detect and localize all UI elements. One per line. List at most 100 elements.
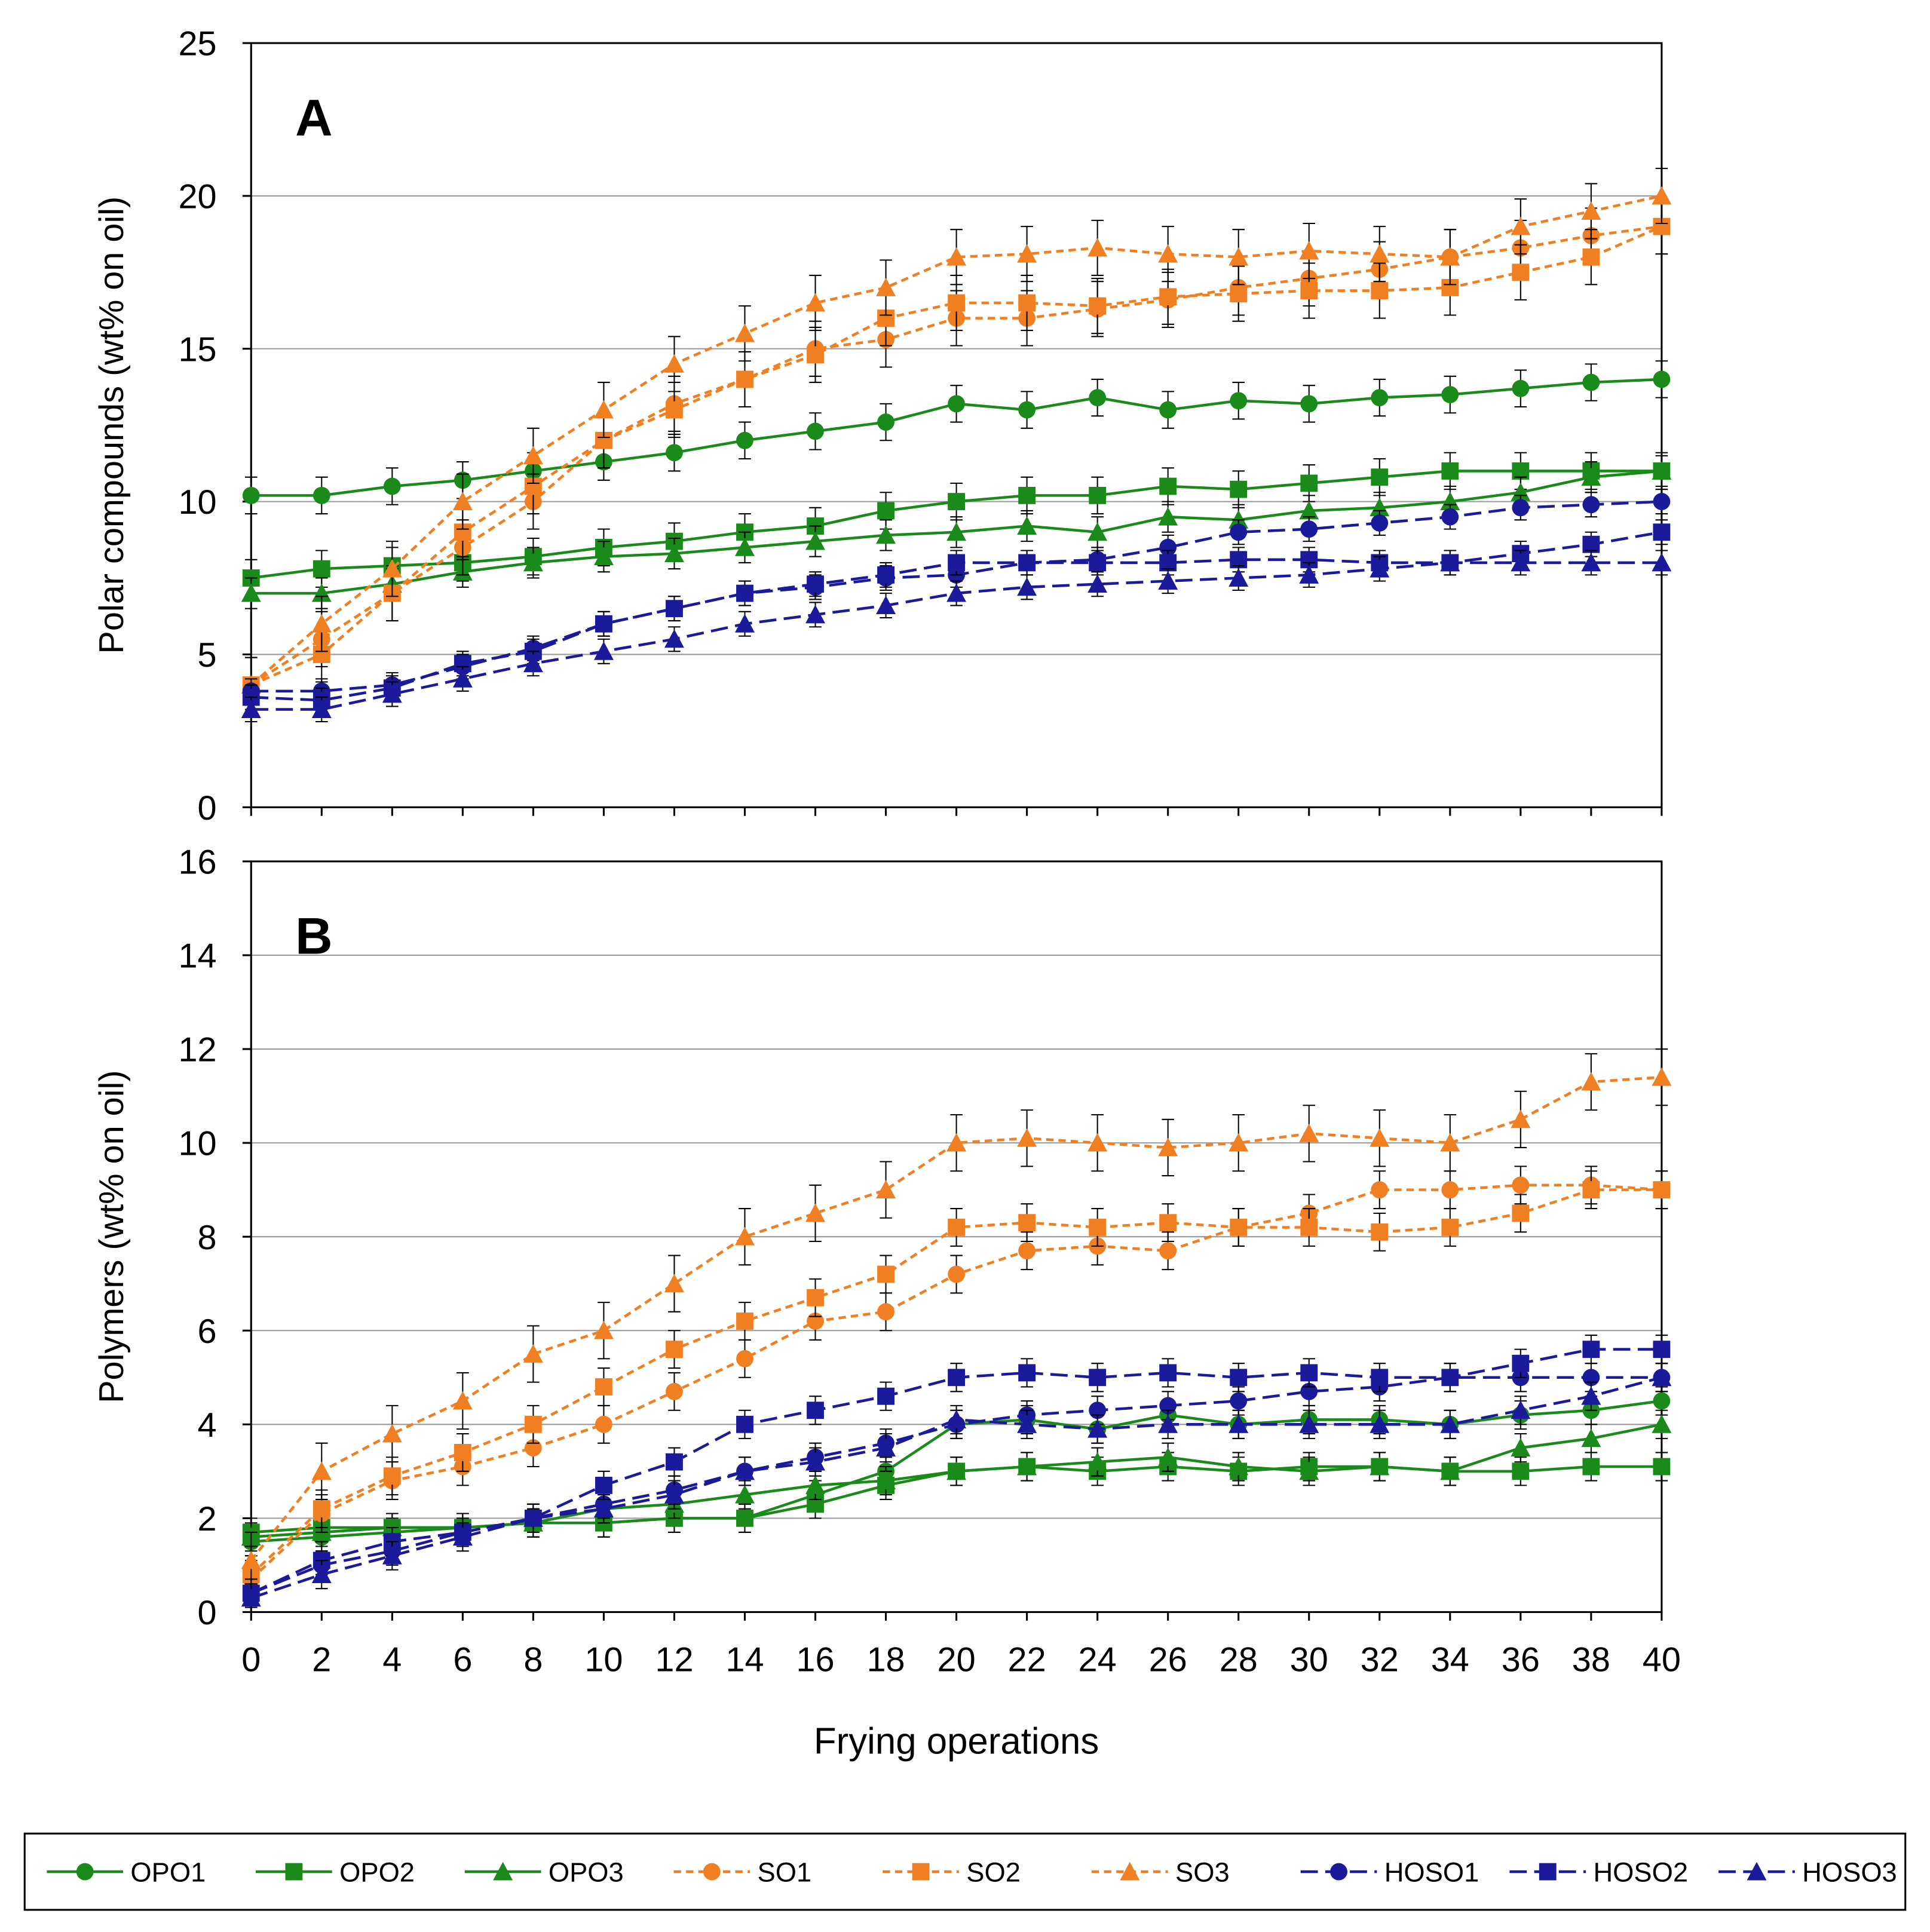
marker [1087, 238, 1108, 257]
marker [735, 614, 755, 633]
legend-item: OPO3 [464, 1857, 624, 1888]
marker [1300, 474, 1318, 492]
marker [1089, 297, 1107, 315]
marker [595, 1415, 612, 1433]
marker [523, 446, 543, 465]
y-tick-label: 8 [198, 1219, 217, 1257]
marker [876, 1438, 896, 1456]
marker [1582, 1181, 1600, 1199]
marker [241, 1550, 261, 1569]
marker [1370, 498, 1390, 517]
marker [666, 1382, 683, 1400]
marker [877, 1387, 894, 1405]
marker [1441, 386, 1459, 403]
marker [1018, 294, 1036, 312]
legend-label: HOSO3 [1802, 1857, 1897, 1888]
marker [1441, 462, 1459, 480]
marker [1230, 523, 1248, 541]
y-tick-label: 10 [178, 483, 216, 522]
marker [311, 583, 332, 602]
x-tick-label: 10 [584, 1640, 623, 1679]
marker [593, 400, 614, 419]
marker [1747, 1862, 1767, 1881]
marker [1158, 244, 1178, 263]
marker [593, 641, 614, 660]
marker [877, 502, 894, 520]
marker [493, 1862, 513, 1881]
x-tick-label: 0 [241, 1640, 261, 1679]
panel-label: A [295, 90, 332, 147]
marker [1371, 1181, 1389, 1199]
marker [1511, 553, 1531, 572]
marker [1159, 401, 1177, 419]
marker [1299, 501, 1319, 520]
y-tick-label: 0 [198, 789, 217, 827]
marker [1017, 516, 1037, 535]
marker [1512, 379, 1530, 397]
marker [1652, 186, 1672, 205]
marker [523, 553, 543, 572]
marker [1511, 482, 1531, 501]
marker [664, 1274, 684, 1293]
legend-item: HOSO3 [1718, 1857, 1897, 1888]
marker [1229, 1456, 1249, 1476]
x-tick-label: 2 [312, 1640, 331, 1679]
marker [736, 1509, 753, 1527]
marker [1018, 401, 1036, 419]
y-tick-label: 6 [198, 1312, 217, 1351]
marker [1300, 520, 1318, 538]
marker [1300, 395, 1318, 413]
marker [666, 444, 683, 462]
marker [666, 401, 683, 419]
marker [1087, 1419, 1108, 1438]
marker [1158, 571, 1178, 590]
x-tick-label: 12 [655, 1640, 693, 1679]
marker [1230, 1392, 1248, 1410]
marker [595, 1476, 612, 1494]
marker [313, 1500, 330, 1518]
marker [1441, 1369, 1459, 1387]
marker [736, 584, 753, 602]
marker [382, 1424, 402, 1443]
marker [1300, 1364, 1318, 1382]
marker [948, 1369, 965, 1387]
y-tick-label: 14 [178, 937, 216, 976]
marker [1539, 1863, 1557, 1881]
marker [805, 605, 825, 624]
marker [1159, 1364, 1177, 1382]
marker [1017, 577, 1037, 596]
marker [595, 615, 612, 633]
marker [593, 1499, 614, 1518]
marker [1371, 468, 1389, 486]
marker [1158, 1447, 1178, 1466]
marker [1330, 1863, 1347, 1881]
marker [1159, 1242, 1177, 1260]
marker [876, 525, 896, 544]
x-tick-label: 34 [1431, 1640, 1469, 1679]
marker [593, 547, 614, 566]
marker [1229, 1133, 1249, 1152]
x-tick-label: 28 [1220, 1640, 1258, 1679]
marker [311, 1565, 332, 1584]
legend-label: SO2 [966, 1857, 1021, 1888]
marker [285, 1863, 303, 1881]
marker [452, 492, 473, 511]
legend-label: SO3 [1175, 1857, 1230, 1888]
marker [946, 247, 967, 266]
y-tick-label: 5 [198, 636, 217, 674]
marker [948, 493, 965, 511]
marker [664, 1485, 684, 1504]
marker [1017, 1456, 1037, 1476]
marker [595, 1378, 612, 1396]
marker [524, 1415, 542, 1433]
marker [1581, 1428, 1601, 1448]
x-tick-label: 16 [796, 1640, 834, 1679]
y-tick-label: 20 [178, 178, 216, 216]
marker [311, 700, 332, 718]
x-tick-label: 8 [523, 1640, 543, 1679]
marker [1512, 263, 1530, 281]
marker [1089, 389, 1107, 407]
marker [1653, 523, 1671, 541]
marker [313, 560, 330, 578]
